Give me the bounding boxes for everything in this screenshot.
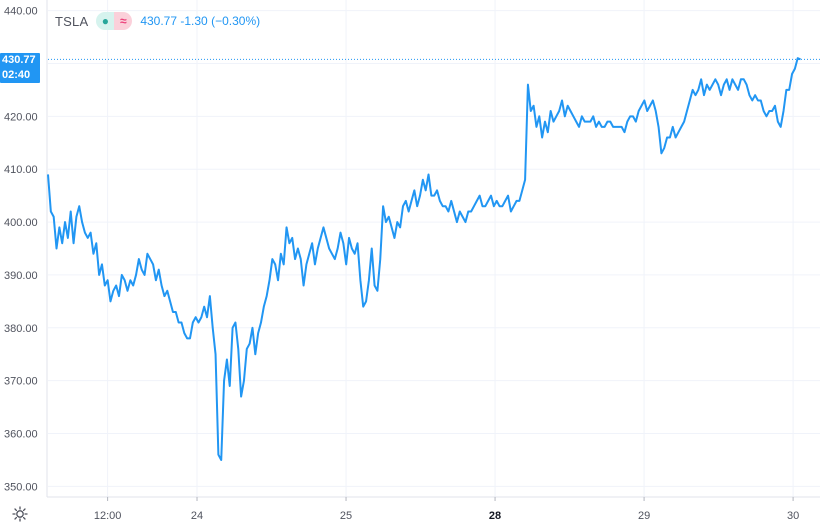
last-price-value: 430.77 [140,14,178,28]
y-tick-label: 370.00 [4,376,38,388]
x-tick-label: 30 [787,510,799,522]
chart-grid [48,0,820,497]
change-value: -1.30 [180,14,208,28]
change-percent-value: (−0.30%) [211,14,261,28]
countdown-value: 02:40 [2,69,31,81]
x-tick-label: 12:00 [94,510,122,522]
y-tick-label: 390.00 [4,270,38,282]
x-tick-label: 29 [638,510,650,522]
chart-legend: TSLA ● ≈ 430.77 -1.30 (−0.30%) [55,12,260,30]
last-price-tag-value: 430.77 [2,54,36,66]
y-tick-label: 400.00 [4,217,38,229]
last-price-tag: 430.77 02:40 [0,53,40,83]
status-pill[interactable]: ● ≈ [96,12,133,30]
y-tick-label: 440.00 [4,6,38,18]
gear-icon[interactable] [12,506,28,522]
x-axis-ticks: 12:00 24 25 28 29 30 [94,497,799,522]
x-tick-label: 28 [489,510,501,522]
y-tick-label: 360.00 [4,429,38,441]
market-open-dot-icon: ● [96,12,115,30]
y-axis-ticks: 440.00430.00420.00410.00400.00390.00380.… [4,6,38,494]
symbol-label[interactable]: TSLA [55,13,89,29]
legend-values: 430.77 -1.30 (−0.30%) [140,14,260,28]
x-tick-label: 24 [191,510,203,522]
y-tick-label: 410.00 [4,164,38,176]
y-tick-label: 350.00 [4,481,38,493]
wave-icon: ≈ [114,12,133,30]
y-tick-label: 420.00 [4,111,38,123]
series-line-tsla [47,57,801,461]
y-tick-label: 380.00 [4,323,38,335]
x-tick-label: 25 [340,510,352,522]
